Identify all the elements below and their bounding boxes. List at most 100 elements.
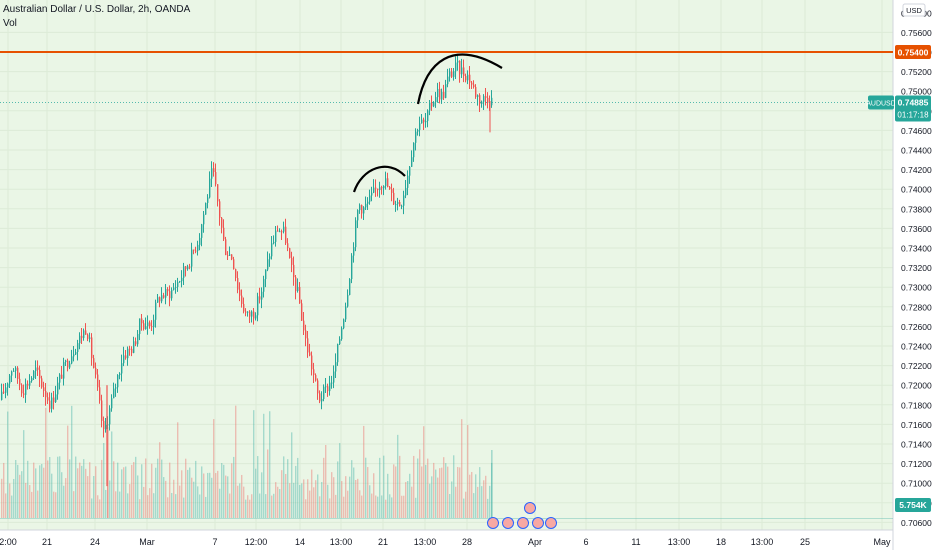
candle-body xyxy=(365,203,367,208)
candle-body xyxy=(69,363,71,368)
candle-body xyxy=(379,187,381,191)
candle-body xyxy=(317,380,319,394)
volume-bar xyxy=(151,463,153,518)
price-tick-label: 0.71200 xyxy=(901,459,932,469)
volume-bar xyxy=(33,462,35,518)
candle-body xyxy=(431,102,433,107)
candle-body xyxy=(391,189,393,193)
candle-body xyxy=(59,374,61,383)
candle-body xyxy=(221,217,223,228)
candle-body xyxy=(447,76,449,85)
candle-body xyxy=(185,266,187,270)
candle-body xyxy=(435,97,437,103)
candle-body xyxy=(177,282,179,287)
volume-bar xyxy=(321,482,323,518)
candle-body xyxy=(295,277,297,292)
volume-bar xyxy=(251,494,253,518)
candle-body xyxy=(453,71,455,77)
volume-bar xyxy=(225,475,227,518)
volume-bar xyxy=(23,430,25,518)
candle-body xyxy=(251,311,253,317)
volume-bar xyxy=(127,493,129,518)
candle-body xyxy=(197,244,199,251)
volume-bar xyxy=(169,462,171,518)
volume-bar xyxy=(245,499,247,518)
volume-bar xyxy=(219,488,221,518)
volume-bar xyxy=(39,465,41,518)
candle-body xyxy=(303,320,305,331)
candle-body xyxy=(339,339,341,345)
volume-bar xyxy=(27,460,29,518)
candle-body xyxy=(187,266,189,270)
candle-body xyxy=(47,397,49,401)
volume-bar xyxy=(237,485,239,518)
candle-body xyxy=(271,243,273,257)
volume-bar xyxy=(327,484,329,518)
volume-bar xyxy=(209,472,211,518)
candle-body xyxy=(211,168,213,179)
candle-body xyxy=(223,227,225,240)
candle-body xyxy=(385,178,387,186)
price-tick-label: 0.75000 xyxy=(901,87,932,97)
resistance-badge-label: 0.75400 xyxy=(898,48,929,58)
volume-bar xyxy=(275,482,277,518)
time-tick-label: 2:00 xyxy=(0,537,17,547)
candle-body xyxy=(297,286,299,292)
candle-body xyxy=(191,249,193,267)
price-tick-label: 0.72400 xyxy=(901,342,932,352)
volume-bar xyxy=(221,462,223,518)
candle-body xyxy=(381,187,383,189)
price-tick-label: 0.72000 xyxy=(901,381,932,391)
candle-body xyxy=(119,373,121,376)
candle-body xyxy=(195,250,197,252)
candle-body xyxy=(103,420,105,430)
candle-body xyxy=(301,303,303,321)
candle-body xyxy=(229,254,231,256)
candle-body xyxy=(283,226,285,232)
economic-event-icon xyxy=(502,517,514,529)
volume-bar xyxy=(1,478,3,518)
candle-body xyxy=(247,311,249,313)
volume-bar xyxy=(349,476,351,518)
time-tick-label: 13:00 xyxy=(751,537,774,547)
volume-bar xyxy=(341,481,343,518)
volume-bar xyxy=(47,460,49,518)
volume-bar xyxy=(7,411,9,518)
countdown-label: 01:17:18 xyxy=(897,110,929,119)
volume-bar xyxy=(5,493,7,518)
price-tick-label: 0.71800 xyxy=(901,400,932,410)
candle-body xyxy=(215,172,217,185)
candle-body xyxy=(17,367,19,379)
volume-bar xyxy=(239,483,241,518)
economic-event-icon xyxy=(524,502,536,514)
volume-bar xyxy=(301,483,303,518)
candle-body xyxy=(183,266,185,278)
candle-body xyxy=(487,97,489,103)
candle-body xyxy=(85,330,87,335)
volume-bar xyxy=(145,458,147,518)
volume-bar xyxy=(131,464,133,518)
volume-bar xyxy=(13,478,15,518)
volume-bar xyxy=(361,495,363,518)
volume-bar xyxy=(481,486,483,518)
volume-bar xyxy=(469,474,471,518)
volume-bar xyxy=(473,493,475,518)
candle-body xyxy=(481,101,483,104)
candle-body xyxy=(169,291,171,299)
volume-bar xyxy=(421,466,423,518)
price-tick-label: 0.70600 xyxy=(901,518,932,528)
candle-body xyxy=(37,367,39,370)
volume-bar xyxy=(405,482,407,518)
volume-bar xyxy=(235,405,237,518)
candle-body xyxy=(409,166,411,176)
volume-bar xyxy=(41,463,43,518)
volume-bar xyxy=(479,467,481,518)
candle-body xyxy=(217,184,219,202)
candle-body xyxy=(43,387,45,391)
volume-bar xyxy=(109,480,111,518)
volume-bar xyxy=(163,477,165,518)
candle-body xyxy=(77,343,79,353)
candle-body xyxy=(407,175,409,188)
volume-bar xyxy=(107,430,109,518)
